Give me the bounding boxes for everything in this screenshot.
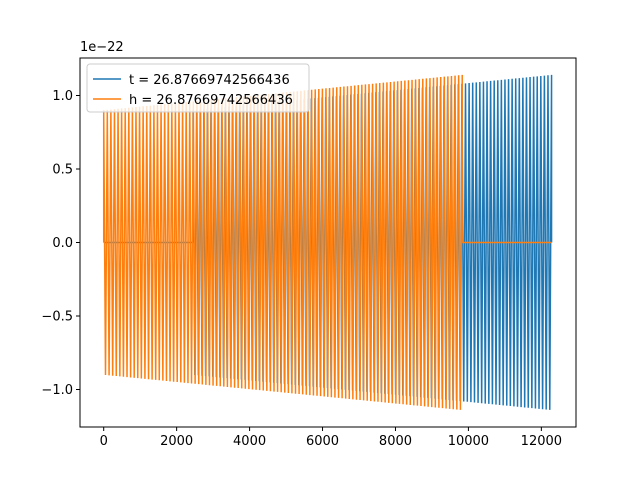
y-tick-label: 0.5 <box>52 162 73 177</box>
x-tick-label: 10000 <box>448 434 489 449</box>
y-tick-label: 0.0 <box>52 236 73 251</box>
x-tick-label: 8000 <box>379 434 412 449</box>
x-tick-label: 6000 <box>306 434 339 449</box>
y-tick-label: −0.5 <box>41 310 73 325</box>
legend-label-1: t = 26.87669742566436 <box>129 73 290 88</box>
x-tick-label: 0 <box>100 434 108 449</box>
legend-label-2: h = 26.87669742566436 <box>129 93 293 108</box>
legend-box <box>86 63 310 113</box>
y-axis: −1.0 −0.5 0.0 0.5 1.0 <box>41 89 80 398</box>
y-axis-offset-text: 1e−22 <box>80 40 124 55</box>
x-tick-label: 4000 <box>233 434 266 449</box>
y-tick-label: 1.0 <box>52 89 73 104</box>
legend: t = 26.87669742566436 h = 26.876697425664… <box>86 63 310 113</box>
y-tick-label: −1.0 <box>41 383 73 398</box>
x-tick-label: 12000 <box>521 434 562 449</box>
x-axis: 0 2000 4000 6000 8000 10000 12000 <box>100 427 562 449</box>
x-tick-label: 2000 <box>160 434 193 449</box>
